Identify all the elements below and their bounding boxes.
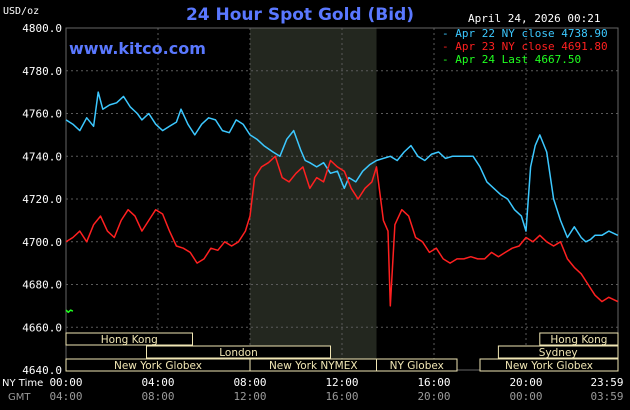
x-tick-gmt: 16:00 — [325, 390, 358, 403]
series-line-apr24 — [65, 309, 74, 314]
x-tick-gmt: 00:00 — [509, 390, 542, 403]
x-tick-ny: 23:59 — [590, 376, 623, 389]
y-tick-label: 4740.0 — [22, 150, 62, 163]
x-axis-gmt-label: GMT — [8, 392, 31, 403]
legend-entry-apr23: - Apr 23 NY close 4691.80 — [442, 40, 608, 53]
session-label: NY Globex — [390, 360, 444, 372]
chart-datetime: April 24, 2026 00:21 — [468, 12, 601, 25]
legend-entry-apr22: - Apr 22 NY close 4738.90 — [442, 27, 608, 40]
x-tick-ny: 04:00 — [141, 376, 174, 389]
y-axis-label: USD/oz — [3, 6, 40, 17]
session-bar — [146, 345, 331, 359]
series-line-apr23 — [65, 155, 619, 307]
x-tick-ny: 08:00 — [233, 376, 266, 389]
y-tick-label: 4700.0 — [22, 236, 62, 249]
x-tick-gmt: 04:00 — [49, 390, 82, 403]
y-tick-label: 4660.0 — [22, 321, 62, 334]
session-bar — [65, 332, 193, 346]
session-bar — [497, 345, 619, 359]
chart-title: 24 Hour Spot Gold (Bid) — [185, 5, 415, 25]
session-label: Hong Kong — [101, 334, 158, 346]
session-label: London — [219, 347, 258, 359]
x-tick-ny: 16:00 — [417, 376, 450, 389]
x-tick-ny: 20:00 — [509, 376, 542, 389]
x-tick-ny: 00:00 — [49, 376, 82, 389]
site-watermark[interactable]: www.kitco.com — [69, 39, 206, 58]
x-axis-ny-label: NY Time — [2, 378, 43, 389]
x-tick-gmt: 03:59 — [590, 390, 623, 403]
y-tick-label: 4720.0 — [22, 193, 62, 206]
session-label: Hong Kong — [550, 334, 607, 346]
legend-entry-apr24: - Apr 24 Last 4667.50 — [442, 53, 582, 66]
y-tick-label: 4760.0 — [22, 108, 62, 121]
series-line-apr22 — [65, 91, 619, 243]
y-tick-label: 4780.0 — [22, 65, 62, 78]
session-label: New York NYMEX — [269, 360, 358, 372]
session-bar — [376, 358, 458, 372]
x-tick-gmt: 20:00 — [417, 390, 450, 403]
x-tick-gmt: 08:00 — [141, 390, 174, 403]
y-tick-label: 4680.0 — [22, 279, 62, 292]
legend: - Apr 22 NY close 4738.90 - Apr 23 NY cl… — [442, 27, 608, 66]
y-tick-label: 4800.0 — [22, 22, 62, 35]
session-bar — [479, 358, 619, 372]
y-tick-label: 4640.0 — [22, 364, 62, 377]
session-bar — [539, 332, 619, 346]
x-tick-gmt: 12:00 — [233, 390, 266, 403]
session-label: New York Globex — [114, 360, 202, 372]
session-label: New York Globex — [505, 360, 593, 372]
session-label: Sydney — [539, 347, 578, 359]
x-tick-ny: 12:00 — [325, 376, 358, 389]
